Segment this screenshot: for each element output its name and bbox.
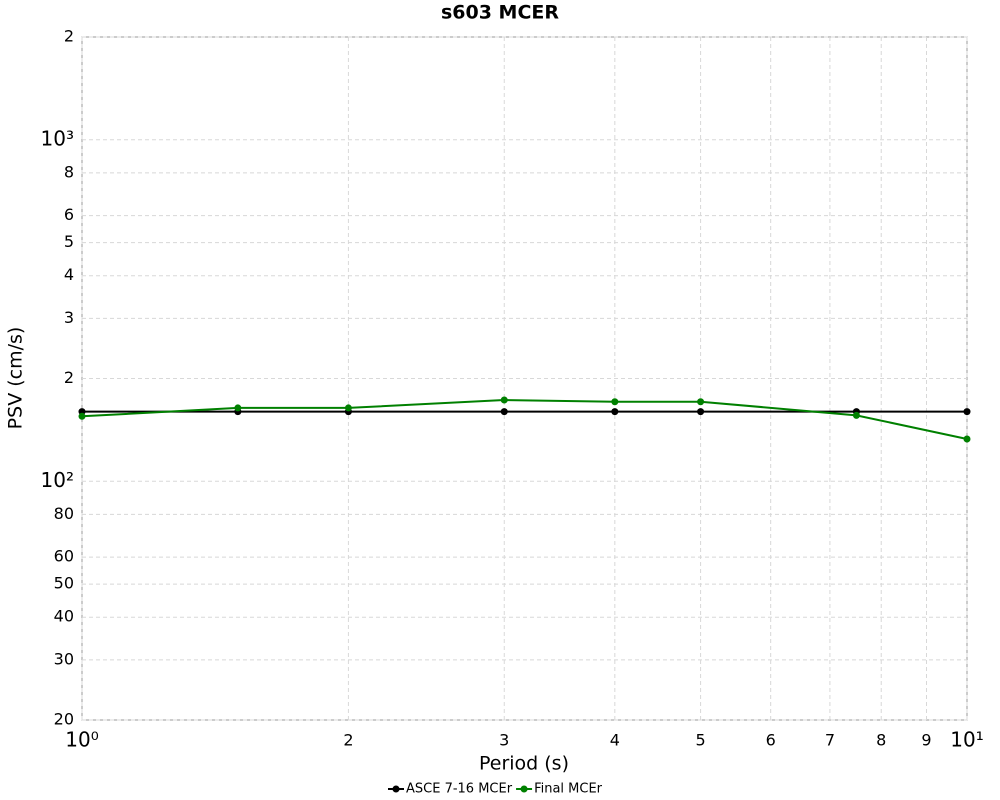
y-tick-label: 10³ [41, 126, 74, 150]
x-tick-label: 6 [766, 731, 776, 750]
y-tick-label: 2 [64, 27, 74, 46]
x-tick-label: 10⁰ [65, 728, 98, 752]
y-axis-label: PSV (cm/s) [5, 327, 27, 430]
y-tick-label: 5 [64, 232, 74, 251]
y-tick-label: 40 [54, 607, 74, 626]
y-tick-label: 2 [64, 368, 74, 387]
y-tick-label: 10² [41, 468, 74, 492]
data-point [500, 408, 508, 416]
x-tick-label: 4 [610, 731, 620, 750]
legend-label: ASCE 7-16 MCEr [406, 782, 513, 797]
data-point [852, 411, 860, 419]
chart-title: s603 MCER [441, 2, 559, 24]
data-point [963, 408, 971, 416]
y-tick-label: 3 [64, 308, 74, 327]
legend-marker [392, 785, 400, 793]
x-tick-label: 8 [876, 731, 886, 750]
data-point [697, 408, 705, 416]
data-point [611, 408, 619, 416]
data-point [611, 398, 619, 406]
x-tick-label: 5 [695, 731, 705, 750]
legend-marker [520, 785, 528, 793]
y-tick-label: 20 [54, 710, 74, 729]
data-point [344, 404, 352, 412]
x-tick-label: 3 [499, 731, 509, 750]
x-axis-label: Period (s) [479, 753, 569, 775]
y-tick-label: 30 [54, 649, 74, 668]
y-tick-label: 60 [54, 547, 74, 566]
x-tick-label: 7 [825, 731, 835, 750]
data-point [697, 398, 705, 406]
y-tick-label: 8 [64, 162, 74, 181]
x-tick-label: 9 [921, 731, 931, 750]
series-line [81, 399, 968, 440]
data-point [234, 404, 242, 412]
y-tick-label: 4 [64, 265, 74, 284]
y-tick-label: 50 [54, 574, 74, 593]
legend-label: Final MCEr [534, 782, 603, 797]
y-tick-label: 6 [64, 205, 74, 224]
data-point [500, 396, 508, 404]
x-tick-label: 2 [343, 731, 353, 750]
data-point [78, 412, 86, 420]
data-point [963, 435, 971, 443]
y-tick-label: 80 [54, 504, 74, 523]
x-tick-label: 10¹ [950, 728, 983, 752]
